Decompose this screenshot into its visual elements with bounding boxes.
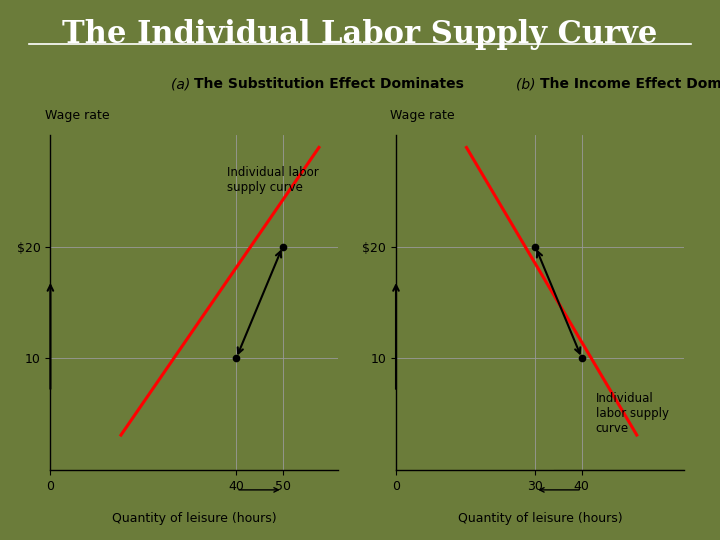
Text: Individual
labor supply
curve: Individual labor supply curve [595, 393, 669, 435]
Text: The Income Effect Dominates: The Income Effect Dominates [540, 77, 720, 91]
Text: Individual labor
supply curve: Individual labor supply curve [227, 166, 319, 194]
Text: The Individual Labor Supply Curve: The Individual Labor Supply Curve [63, 19, 657, 50]
X-axis label: Quantity of leisure (hours): Quantity of leisure (hours) [458, 512, 622, 525]
Text: (a): (a) [171, 77, 194, 91]
Text: Wage rate: Wage rate [390, 109, 455, 122]
Text: Wage rate: Wage rate [45, 109, 109, 122]
Text: The Substitution Effect Dominates: The Substitution Effect Dominates [194, 77, 464, 91]
Text: (b): (b) [516, 77, 540, 91]
X-axis label: Quantity of leisure (hours): Quantity of leisure (hours) [112, 512, 276, 525]
